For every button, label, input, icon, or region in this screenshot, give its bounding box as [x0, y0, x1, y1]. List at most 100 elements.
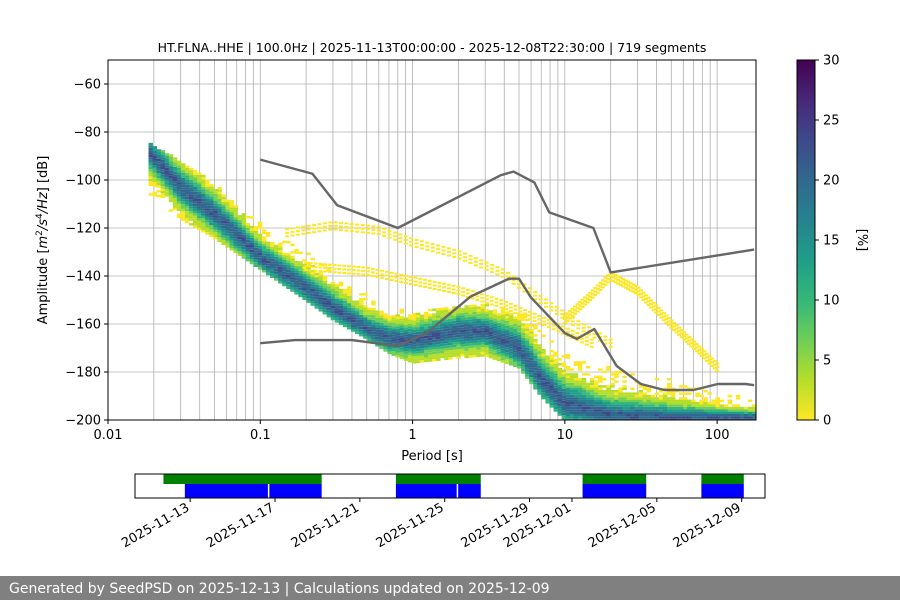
heatmap-cell: [201, 203, 206, 206]
heatmap-cell: [375, 329, 380, 333]
heatmap-cell: [176, 179, 182, 183]
heatmap-cell: [257, 248, 263, 251]
heatmap-cell: [261, 238, 267, 242]
heatmap-cell: [589, 387, 595, 390]
heatmap-cell: [168, 194, 174, 198]
heatmap-cell: [743, 411, 749, 414]
heatmap-cell: [317, 230, 322, 233]
heatmap-cell: [569, 404, 575, 407]
heatmap-cell: [265, 244, 271, 247]
heatmap-cell: [318, 309, 324, 312]
heatmap-cell: [638, 404, 643, 407]
heatmap-cell: [710, 361, 715, 364]
heatmap-cell: [585, 382, 591, 386]
heatmap-cell: [338, 305, 344, 309]
heatmap-cell: [504, 335, 510, 338]
heatmap-cell: [168, 154, 174, 157]
heatmap-cell: [670, 402, 676, 405]
heatmap-cell: [298, 287, 303, 291]
heatmap-cell: [338, 308, 344, 311]
heatmap-cell: [661, 315, 666, 318]
heatmap-cell: [590, 296, 595, 299]
heatmap-cell: [618, 397, 623, 400]
heatmap-cell: [626, 280, 631, 283]
heatmap-cell: [537, 370, 542, 374]
heatmap-cell: [257, 245, 263, 249]
heatmap-cell: [585, 366, 591, 369]
heatmap-cell: [492, 323, 498, 327]
heatmap-cell: [249, 252, 255, 255]
heatmap-cell: [659, 316, 664, 319]
heatmap-cell: [436, 332, 441, 335]
heatmap-cell: [666, 324, 671, 327]
heatmap-cell: [229, 243, 234, 246]
heatmap-cell: [476, 306, 481, 309]
heatmap-cell: [461, 294, 466, 297]
heatmap-cell: [610, 414, 615, 417]
heatmap-cell: [184, 172, 190, 176]
heatmap-cell: [464, 312, 469, 315]
heatmap-cell: [594, 406, 599, 410]
heatmap-cell: [545, 396, 550, 399]
heatmap-cell: [500, 341, 506, 344]
heatmap-cell: [496, 334, 502, 338]
heatmap-cell: [403, 346, 409, 349]
heatmap-cell: [590, 289, 595, 292]
heatmap-cell: [209, 215, 214, 218]
heatmap-cell: [217, 234, 222, 238]
heatmap-cell: [237, 227, 243, 230]
heatmap-cell: [387, 229, 392, 232]
heatmap-cell: [682, 331, 687, 334]
heatmap-cell: [666, 414, 672, 417]
y-label-part: /s: [36, 219, 51, 231]
heatmap-cell: [464, 317, 469, 320]
heatmap-cell: [598, 378, 603, 381]
heatmap-cell: [351, 312, 356, 316]
heatmap-cell: [193, 189, 198, 192]
heatmap-cell: [189, 187, 194, 190]
heatmap-cell: [387, 330, 392, 333]
heatmap-cell: [636, 290, 641, 293]
heatmap-cell: [468, 326, 473, 329]
heatmap-cell: [282, 279, 287, 282]
heatmap-cell: [727, 409, 733, 412]
heatmap-cell: [189, 179, 194, 183]
heatmap-cell: [476, 325, 481, 329]
heatmap-cell: [253, 242, 259, 246]
heatmap-cell: [702, 353, 707, 356]
heatmap-cell: [484, 347, 490, 350]
heatmap-cell: [363, 314, 368, 318]
heatmap-cell: [408, 279, 413, 282]
heatmap-cell: [735, 406, 741, 410]
heatmap-cell: [623, 283, 628, 286]
heatmap-cell: [229, 240, 234, 244]
heatmap-cell: [326, 288, 332, 291]
heatmap-cell: [338, 300, 344, 304]
heatmap-cell: [245, 223, 251, 226]
heatmap-cell: [642, 387, 648, 390]
heatmap-cell: [193, 198, 198, 202]
heatmap-cell: [193, 174, 198, 178]
heatmap-cell: [229, 204, 234, 208]
heatmap-cell: [419, 350, 425, 354]
heatmap-cell: [398, 233, 403, 236]
heatmap-cell: [205, 193, 210, 197]
heatmap-cell: [415, 341, 421, 344]
heatmap-cell: [229, 236, 234, 239]
heatmap-cell: [638, 418, 643, 420]
heatmap-cell: [197, 191, 202, 195]
heatmap-cell: [598, 289, 603, 291]
heatmap-cell: [654, 418, 660, 420]
heatmap-cell: [201, 198, 206, 202]
heatmap-cell: [464, 310, 469, 313]
heatmap-cell: [261, 262, 267, 266]
heatmap-cell: [193, 186, 198, 190]
heatmap-cell: [739, 406, 745, 410]
heatmap-cell: [403, 238, 408, 241]
heatmap-cell: [616, 275, 621, 278]
heatmap-cell: [233, 233, 238, 237]
heatmap-cell: [521, 337, 526, 341]
heatmap-cell: [411, 322, 417, 326]
heatmap-cell: [492, 347, 498, 351]
heatmap-cell: [205, 227, 210, 230]
